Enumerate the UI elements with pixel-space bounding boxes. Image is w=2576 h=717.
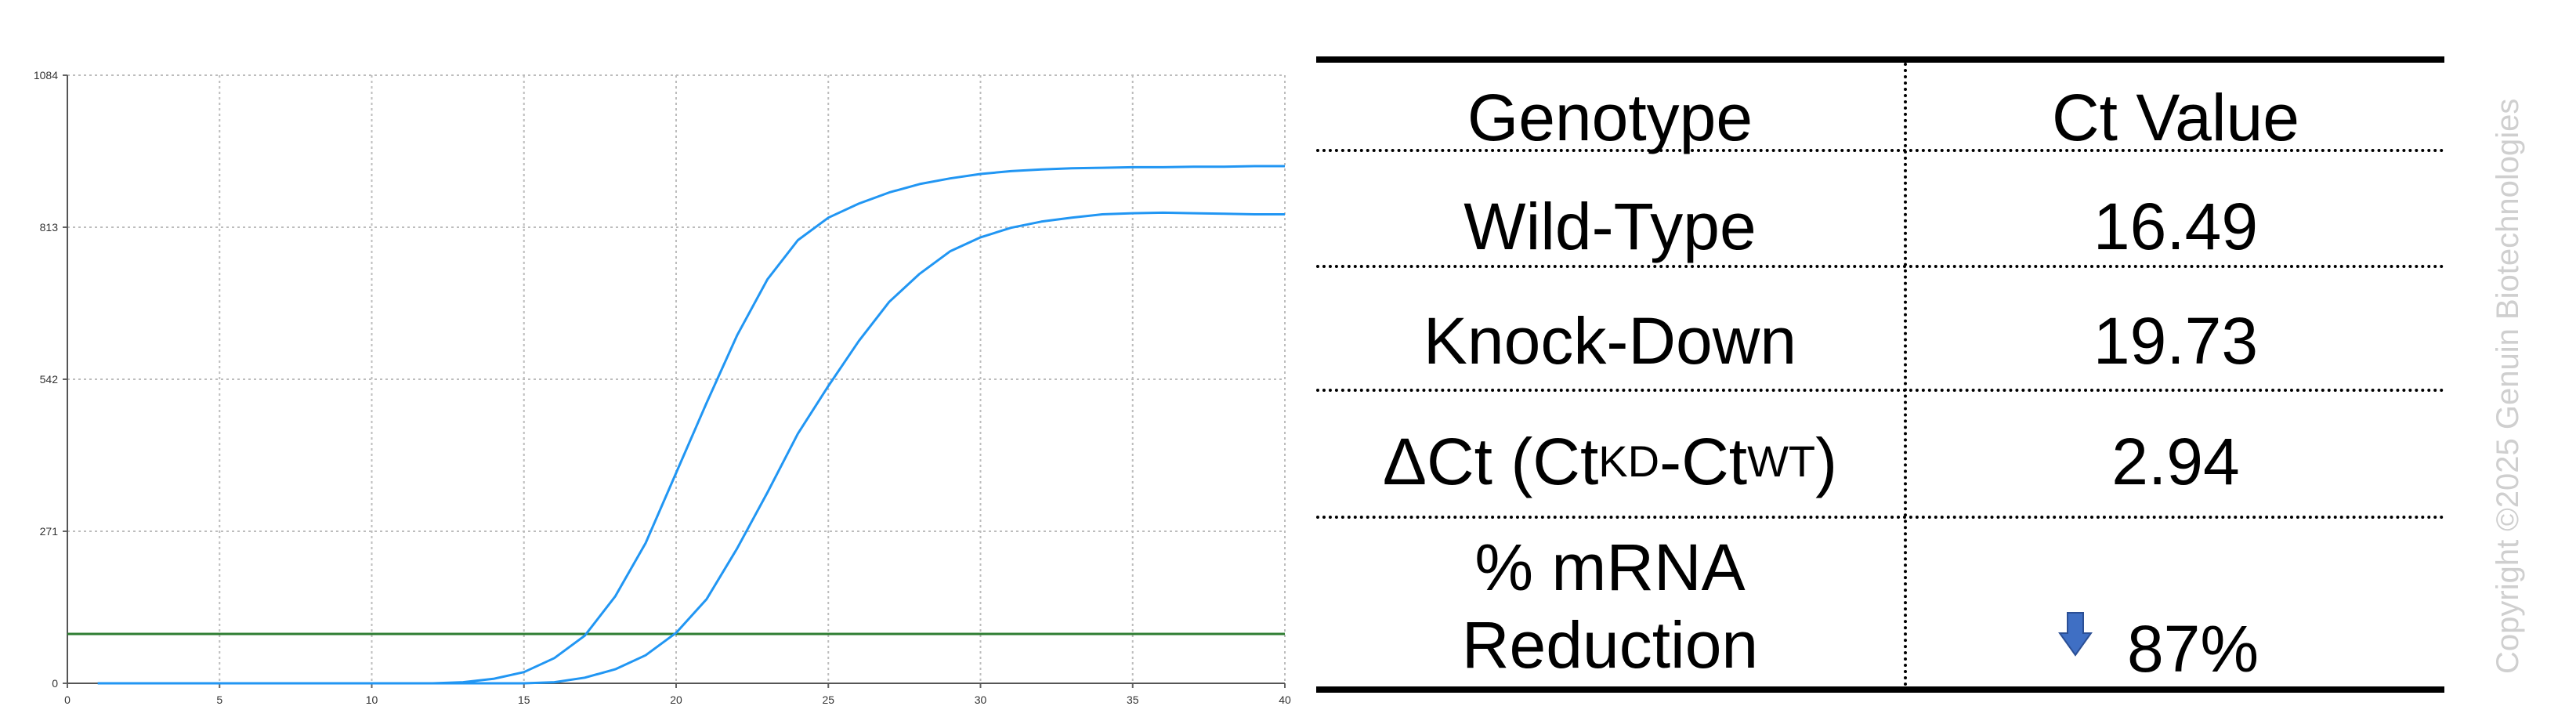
row-divider bbox=[1316, 389, 2444, 392]
row-reduction-value: 87% bbox=[1907, 605, 2444, 693]
reduction-label-line2: Reduction bbox=[1461, 608, 1759, 682]
delta-ct-sub-kd: KD bbox=[1598, 436, 1660, 486]
table-column-divider bbox=[1904, 63, 1907, 686]
reduction-value: 87% bbox=[2126, 612, 2259, 686]
header-ct-value: Ct Value bbox=[2052, 81, 2299, 154]
y-tick-label: 1084 bbox=[34, 69, 58, 81]
x-tick-label: 30 bbox=[975, 693, 987, 706]
chart-tick-labels: 0 5 10 15 20 25 30 35 40 0 271 542 813 1084 bbox=[34, 69, 1291, 706]
y-tick-label: 813 bbox=[40, 221, 59, 234]
chart-grid bbox=[67, 74, 1286, 683]
table-top-border bbox=[1316, 56, 2444, 63]
row-delta-ct-label: ΔCt (Ct KD -Ct WT) bbox=[1316, 409, 1904, 514]
row-knock-down-value: 19.73 bbox=[2093, 304, 2259, 378]
copyright-text: Copyright ©2025 Genuin Biotechnologies L… bbox=[2491, 94, 2525, 674]
row-knock-down-label: Knock-Down bbox=[1423, 304, 1797, 378]
x-tick-label: 20 bbox=[670, 693, 682, 706]
amplification-curves bbox=[97, 165, 1285, 685]
header-genotype: Genotype bbox=[1467, 81, 1753, 154]
row-divider bbox=[1316, 516, 2444, 519]
copyright-watermark: Copyright ©2025 Genuin Biotechnologies L… bbox=[2491, 94, 2525, 674]
delta-ct-prefix: ΔCt (Ct bbox=[1382, 425, 1599, 498]
x-tick-label: 35 bbox=[1127, 693, 1139, 706]
row-reduction-label: % mRNA Reduction bbox=[1316, 523, 1904, 690]
x-tick-label: 15 bbox=[518, 693, 530, 706]
x-tick-label: 0 bbox=[64, 693, 71, 706]
amplification-curve-2 bbox=[97, 211, 1285, 685]
row-wild-type-label: Wild-Type bbox=[1463, 190, 1757, 263]
row-delta-ct-value: 2.94 bbox=[2111, 425, 2240, 498]
x-tick-label: 5 bbox=[216, 693, 223, 706]
delta-ct-suffix: ) bbox=[1815, 425, 1838, 498]
row-divider bbox=[1316, 265, 2444, 268]
table-bottom-border bbox=[1316, 686, 2444, 693]
y-tick-label: 0 bbox=[52, 677, 58, 690]
amplification-curve-1 bbox=[97, 165, 1285, 685]
delta-ct-mid: -Ct bbox=[1659, 425, 1748, 498]
y-tick-label: 542 bbox=[40, 373, 59, 386]
row-wild-type-value: 16.49 bbox=[2093, 190, 2259, 263]
delta-ct-sub-wt: WT bbox=[1747, 436, 1816, 486]
y-tick-label: 271 bbox=[40, 525, 59, 538]
row-divider bbox=[1316, 149, 2444, 152]
x-tick-label: 25 bbox=[822, 693, 834, 706]
qpcr-amplification-chart: 0 5 10 15 20 25 30 35 40 0 271 542 813 1084 bbox=[34, 69, 1291, 706]
x-tick-label: 10 bbox=[366, 693, 378, 706]
x-tick-label: 40 bbox=[1279, 693, 1291, 706]
reduction-label-line1: % mRNA bbox=[1474, 530, 1746, 604]
